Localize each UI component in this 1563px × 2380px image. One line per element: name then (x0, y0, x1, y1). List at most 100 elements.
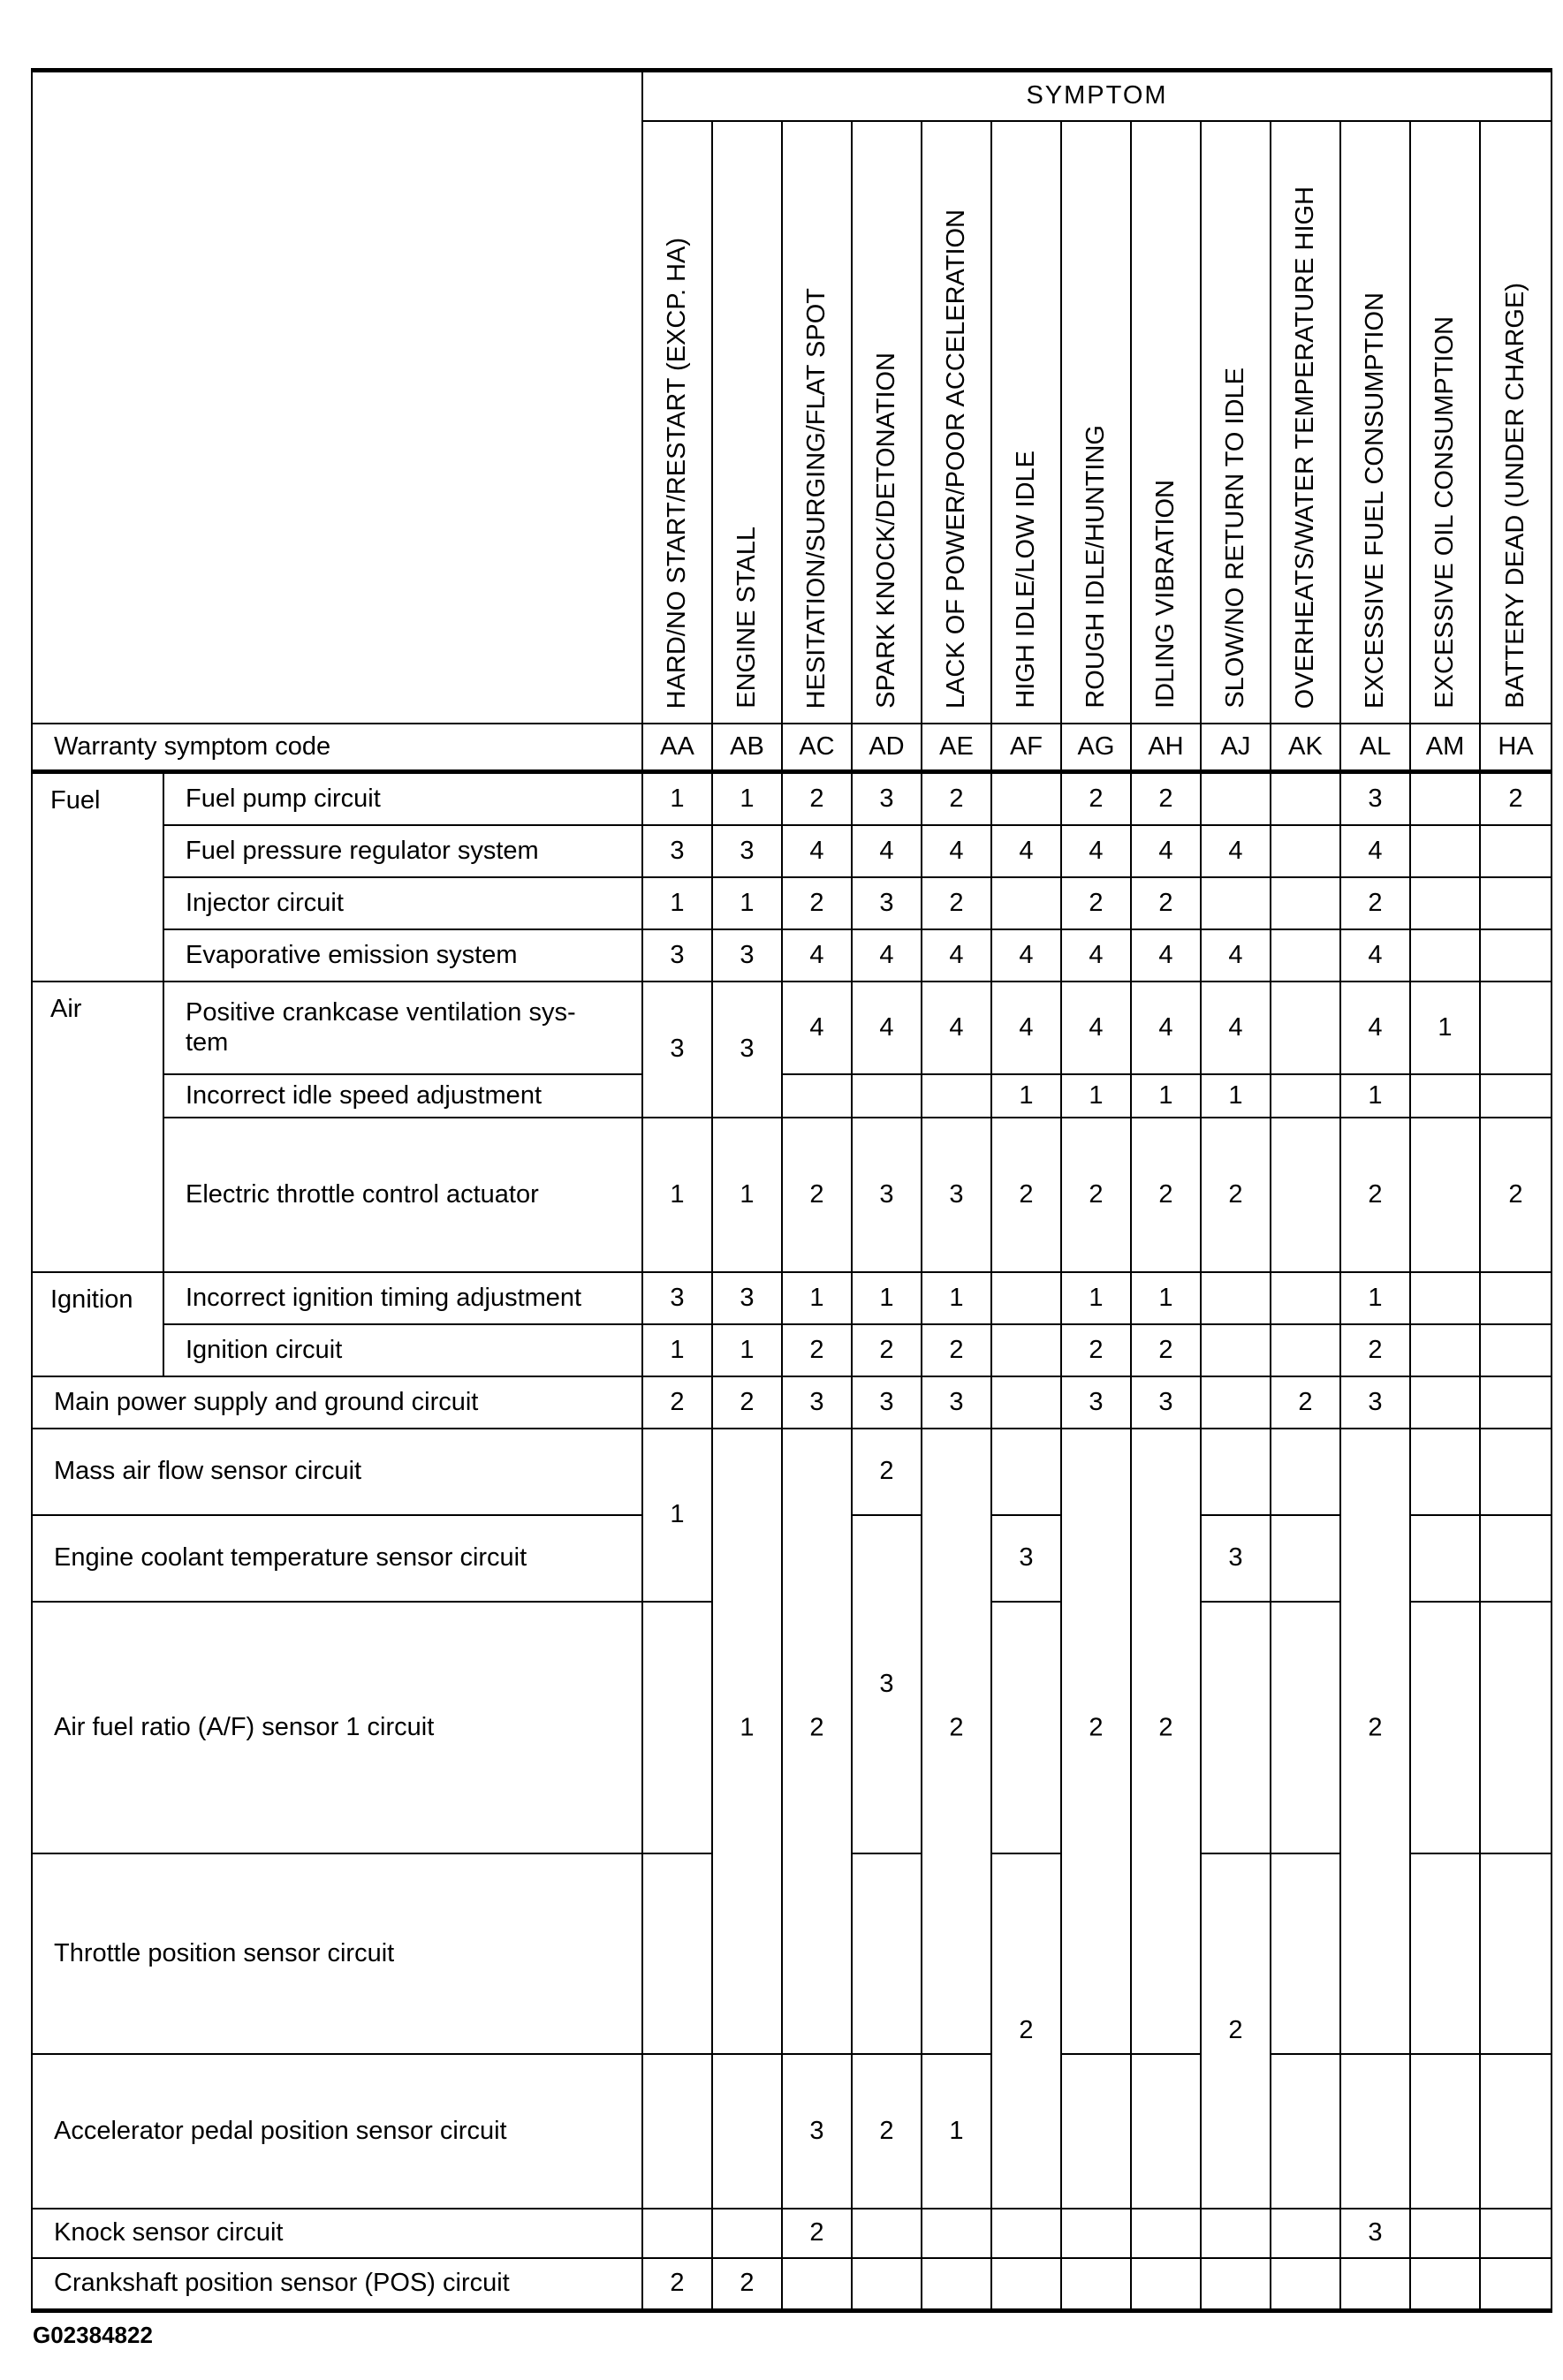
data-cell (1481, 1854, 1551, 2055)
data-cell: 2 (1132, 1118, 1202, 1273)
data-cell (922, 1075, 992, 1118)
data-value: 2 (1368, 1713, 1383, 1742)
column-header-aa: HARD/NO START/RESTART (EXCP. HA) (643, 122, 713, 724)
data-cell (1062, 2055, 1132, 2209)
data-cell (1271, 2055, 1341, 2209)
data-cell: 4 (853, 982, 922, 1075)
data-cell: 3 (922, 1118, 992, 1273)
data-cell (1481, 2209, 1551, 2259)
data-cell (1202, 2259, 1271, 2308)
data-cell (1202, 878, 1271, 930)
data-cell: 3 (643, 982, 713, 1118)
data-cell: 2 (1481, 1118, 1551, 1273)
data-cell (1271, 774, 1341, 826)
data-cell: 4 (853, 826, 922, 878)
data-cell: 4 (1341, 930, 1411, 982)
data-cell: 4 (922, 930, 992, 982)
data-cell: 1 (922, 1273, 992, 1325)
warranty-row-label: Warranty symptom code (33, 724, 643, 774)
column-header-text: HIGH IDLE/LOW IDLE (1011, 451, 1040, 709)
data-cell: 2 (853, 1325, 922, 1377)
column-header-ae: LACK OF POWER/POOR ACCELERATION (922, 122, 992, 724)
data-cell: 4 (853, 930, 922, 982)
data-cell: 4 (783, 930, 853, 982)
data-cell (1411, 2259, 1481, 2308)
data-cell: 2 (713, 1377, 783, 1429)
data-cell: 2 (783, 1429, 853, 2055)
data-cell: 1 (713, 1429, 783, 2055)
data-cell: 2 (1132, 774, 1202, 826)
data-cell (1411, 2209, 1481, 2259)
data-cell (1481, 1273, 1551, 1325)
data-cell: 1 (713, 878, 783, 930)
data-cell: 2 (643, 1377, 713, 1429)
column-header-text: BATTERY DEAD (UNDER CHARGE) (1500, 283, 1529, 709)
data-cell: 3 (853, 1377, 922, 1429)
data-cell: 2 (1062, 1325, 1132, 1377)
data-cell (1271, 1854, 1341, 2055)
column-header-ad: SPARK KNOCK/DETONATION (853, 122, 922, 724)
data-cell: 4 (1132, 930, 1202, 982)
data-cell: 4 (1341, 826, 1411, 878)
data-cell (922, 2259, 992, 2308)
warranty-code-aj: AJ (1202, 724, 1271, 774)
data-cell: 2 (783, 774, 853, 826)
column-header-af: HIGH IDLE/LOW IDLE (992, 122, 1062, 724)
column-header-text: LACK OF POWER/POOR ACCELERATION (941, 208, 970, 709)
data-cell (1271, 982, 1341, 1075)
data-cell: 3 (1341, 1377, 1411, 1429)
data-cell (1341, 2055, 1411, 2209)
column-header-aj: SLOW/NO RETURN TO IDLE (1202, 122, 1271, 724)
symptom-header: SYMPTOM (643, 72, 1551, 122)
figure-code: G02384822 (33, 2322, 153, 2348)
data-cell (1481, 1429, 1551, 1516)
data-cell: 3 (713, 1273, 783, 1325)
column-header-ah: IDLING VIBRATION (1132, 122, 1202, 724)
column-header-text: EXCESSIVE OIL CONSUMPTION (1430, 316, 1459, 709)
data-cell: 4 (1062, 826, 1132, 878)
data-cell: 2 (992, 1118, 1062, 1273)
row-label-main-power: Main power supply and ground circuit (33, 1377, 643, 1429)
row-label-evap: Evaporative emission system (164, 930, 643, 982)
data-cell: 1 (643, 1325, 713, 1377)
data-cell (713, 2209, 783, 2259)
column-header-ha: BATTERY DEAD (UNDER CHARGE) (1481, 122, 1551, 724)
data-cell: 3 (1062, 1377, 1132, 1429)
warranty-code-ag: AG (1062, 724, 1132, 774)
data-cell: 2 (1062, 1118, 1132, 1273)
data-cell (1271, 1516, 1341, 1603)
data-cell: 2 (1341, 1429, 1411, 2055)
data-cell (1062, 2209, 1132, 2259)
data-cell (1271, 2209, 1341, 2259)
column-header-text: SPARK KNOCK/DETONATION (871, 352, 900, 709)
data-cell (1202, 2209, 1271, 2259)
data-cell (1062, 2259, 1132, 2308)
corner-cell (33, 72, 643, 724)
column-header-ac: HESITATION/SURGING/FLAT SPOT (783, 122, 853, 724)
data-cell (1411, 1075, 1481, 1118)
warranty-code-am: AM (1411, 724, 1481, 774)
data-cell (1411, 1854, 1481, 2055)
data-cell (1132, 2209, 1202, 2259)
data-cell (1271, 878, 1341, 930)
data-cell: 4 (1202, 930, 1271, 982)
data-cell: 4 (1132, 982, 1202, 1075)
row-label-ect: Engine coolant temperature sensor circui… (33, 1516, 643, 1603)
data-cell (1481, 930, 1551, 982)
data-cell: 2 (713, 2259, 783, 2308)
data-cell: 1 (1411, 982, 1481, 1075)
data-cell: 1 (713, 1118, 783, 1273)
data-cell: 3 (853, 1118, 922, 1273)
data-cell (1271, 1429, 1341, 1516)
data-cell: 3 (992, 1516, 1062, 1603)
data-cell (1481, 982, 1551, 1075)
data-cell: 1 (1062, 1273, 1132, 1325)
data-cell (992, 774, 1062, 826)
column-header-ab: ENGINE STALL (713, 122, 783, 724)
data-cell (992, 2209, 1062, 2259)
column-header-text: SLOW/NO RETURN TO IDLE (1220, 368, 1249, 709)
data-cell (1411, 1429, 1481, 1516)
data-cell (1481, 2055, 1551, 2209)
data-cell: 3 (713, 826, 783, 878)
